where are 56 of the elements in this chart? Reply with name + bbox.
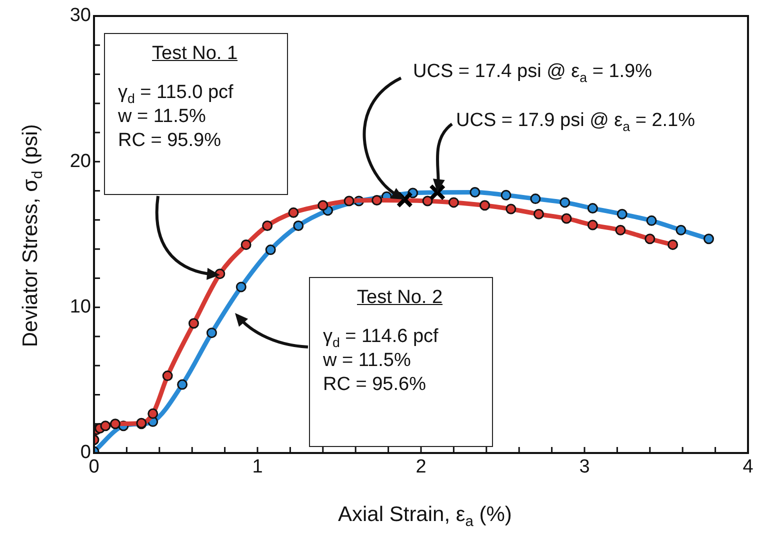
point: [616, 208, 628, 220]
y-tick-label: 10: [70, 296, 91, 318]
point: [422, 196, 433, 206]
point: [644, 234, 656, 244]
annotation: UCS = 17.4 psi @ ε$_{a}$ = 1.9%: [413, 61, 652, 85]
point: [177, 379, 188, 390]
point: [533, 208, 544, 220]
point: [188, 318, 199, 329]
annotation: RC = 95.9%: [118, 130, 221, 152]
point: [162, 370, 173, 382]
point: [480, 200, 490, 211]
annotation: w = 11.5%: [323, 350, 411, 372]
point: [428, 184, 446, 201]
point: [704, 234, 714, 244]
point: [110, 418, 121, 430]
point: [615, 224, 626, 236]
point: [293, 220, 304, 232]
x-tick-label: 1: [252, 456, 263, 478]
point: [288, 207, 299, 218]
point: [372, 195, 382, 206]
point: [265, 244, 276, 256]
x-tick-label: 4: [742, 456, 754, 478]
annotation: Test No. 2: [357, 287, 443, 309]
point: [262, 220, 273, 232]
point: [587, 203, 598, 214]
point: [646, 215, 657, 226]
point: [587, 220, 598, 230]
annotation: w = 11.5%: [118, 106, 206, 128]
point: [561, 213, 572, 224]
x-tick-label: 3: [579, 456, 590, 478]
annotation: UCS = 17.9 psi @ ε$_{a}$ = 2.1%: [456, 110, 696, 134]
point: [236, 282, 246, 292]
point: [448, 197, 459, 208]
point: [100, 420, 111, 432]
annotation: Test No. 1: [152, 43, 238, 65]
point: [530, 194, 541, 204]
point: [500, 190, 512, 200]
point: [560, 197, 570, 208]
annotation: γ$_{d}$ = 115.0 pcf: [118, 82, 234, 106]
point: [668, 239, 678, 250]
annotation: γ$_{d}$ = 114.6 pcf: [323, 326, 438, 350]
point: [240, 239, 252, 250]
point: [396, 191, 414, 208]
point: [206, 328, 217, 338]
point: [344, 196, 354, 206]
annotation: RC = 95.6%: [323, 374, 426, 396]
x-tick-label: 2: [416, 456, 426, 478]
y-tick-label: 0: [80, 442, 91, 464]
x-axis-title: Axial Strain, ε$_{a}$ (%): [338, 503, 512, 530]
point: [148, 408, 158, 419]
point: [470, 187, 480, 198]
point: [676, 224, 686, 236]
point: [506, 204, 516, 214]
y-tick-label: 20: [70, 150, 91, 172]
y-tick-label: 30: [70, 5, 91, 26]
point: [318, 200, 328, 211]
